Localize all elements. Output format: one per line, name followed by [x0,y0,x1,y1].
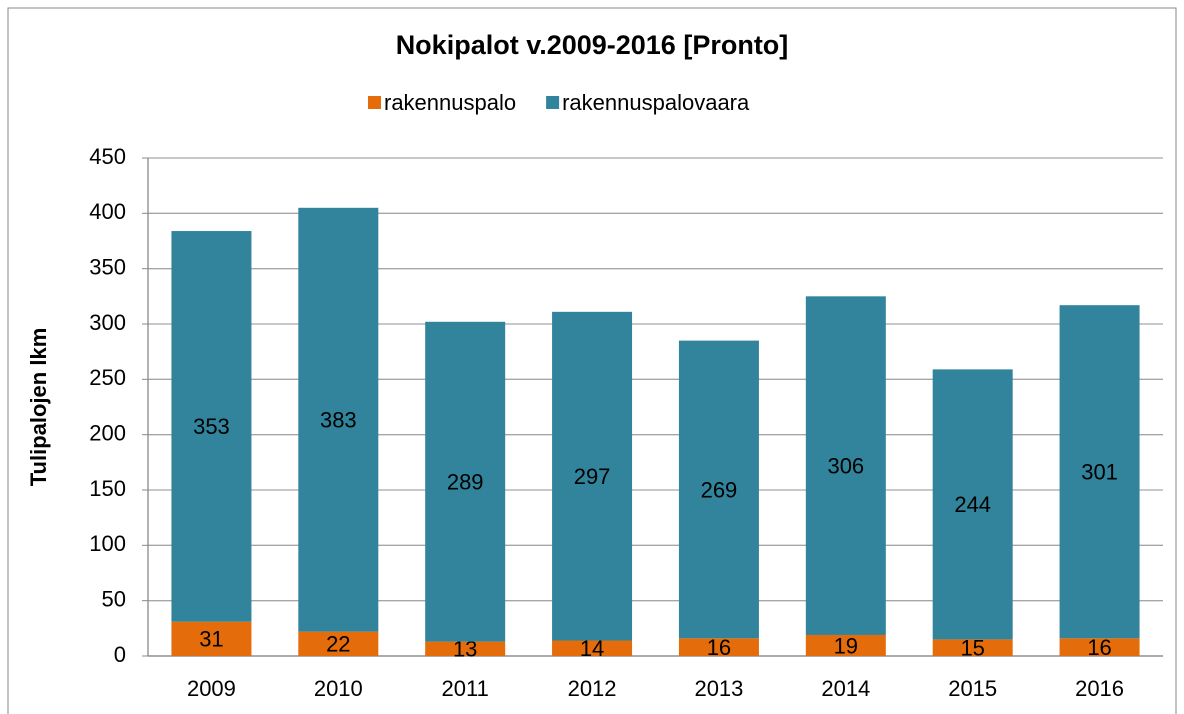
y-tick-label: 0 [114,642,126,667]
bar-segment [805,296,886,635]
y-tick-label: 400 [89,199,126,224]
y-tick-label: 350 [89,254,126,279]
y-tick-label: 150 [89,476,126,501]
data-label: 31 [199,627,223,652]
x-tick-label: 2014 [821,676,870,701]
y-tick-label: 50 [102,586,126,611]
bar-segment [171,621,252,656]
bar-segment [678,638,759,656]
y-tick-label: 250 [89,365,126,390]
legend-label: rakennuspalovaara [562,90,750,115]
bar-segment [425,321,506,642]
data-label: 289 [447,470,484,495]
bar-segment [932,369,1013,640]
legend-label: rakennuspalo [384,90,516,115]
bar-segment [552,640,633,656]
y-axis-label: Tulipalojen lkm [26,328,51,487]
data-label: 269 [701,477,738,502]
data-label: 15 [960,636,984,661]
data-label: 16 [1087,635,1111,660]
y-tick-label: 200 [89,420,126,445]
y-tick-label: 100 [89,531,126,556]
data-label: 306 [827,453,864,478]
bar-segment [1059,305,1140,639]
legend-swatch [368,96,381,109]
x-tick-label: 2013 [694,676,743,701]
bar-segment [932,639,1013,656]
data-label: 16 [707,635,731,660]
bar-segment [298,207,379,632]
data-label: 383 [320,408,357,433]
data-label: 19 [834,633,858,658]
x-tick-label: 2016 [1075,676,1124,701]
x-tick-label: 2015 [948,676,997,701]
data-label: 301 [1081,460,1118,485]
x-tick-label: 2011 [442,676,489,701]
bar-segment [805,634,886,656]
x-tick-label: 2009 [187,676,236,701]
chart-title: Nokipalot v.2009-2016 [Pronto] [396,30,789,60]
bar-segment [678,340,759,639]
bar-segment [552,311,633,641]
bar-segment [171,231,252,622]
data-label: 297 [574,464,611,489]
x-tick-label: 2010 [314,676,363,701]
legend-swatch [546,96,560,109]
x-tick-label: 2012 [568,676,617,701]
y-tick-label: 450 [89,144,126,169]
y-tick-label: 300 [89,310,126,335]
data-label: 22 [326,632,350,657]
data-label: 353 [193,414,230,439]
bar-segment [1059,638,1140,656]
data-label: 244 [954,492,991,517]
bar-segment [425,641,506,656]
legend: rakennuspalo rakennuspalovaara [368,90,750,115]
bar-segment [298,631,379,656]
